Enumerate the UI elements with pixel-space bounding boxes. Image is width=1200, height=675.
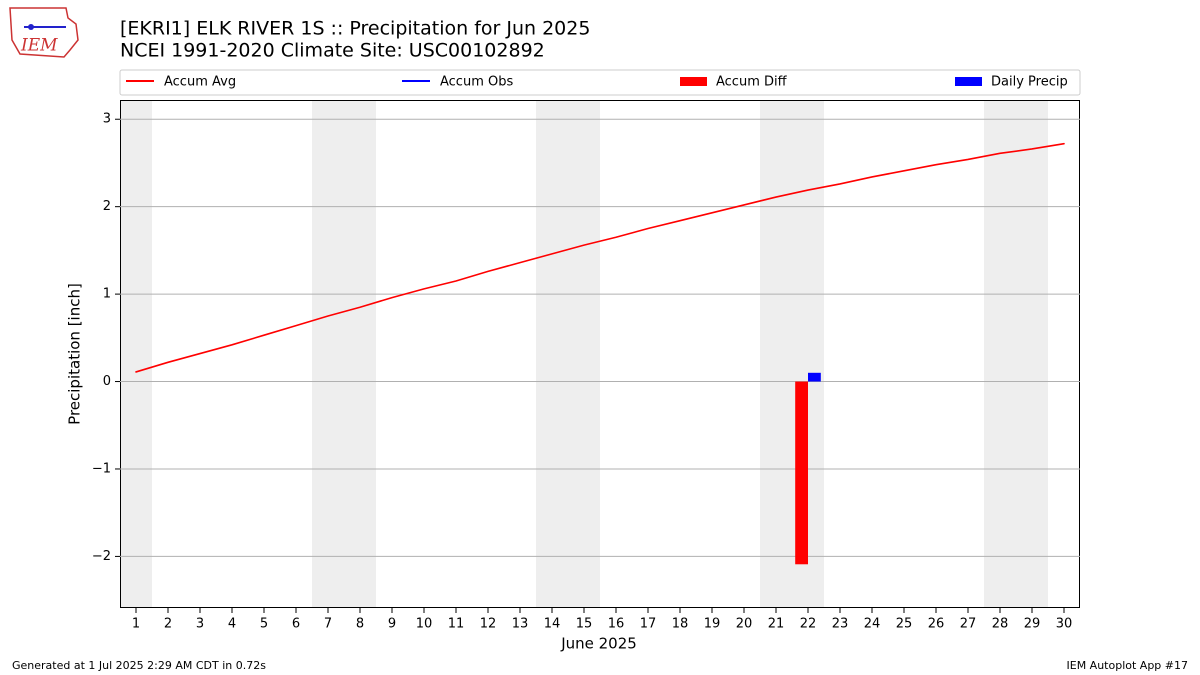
legend-label: Accum Obs [440, 75, 513, 90]
x-tick-label: 12 [480, 617, 497, 632]
x-tick-label: 22 [800, 617, 817, 632]
y-axis-label: Precipitation [inch] [66, 283, 84, 425]
footer-right: IEM Autoplot App #17 [1067, 659, 1189, 672]
weekend-band [120, 100, 152, 608]
x-tick-label: 17 [640, 617, 657, 632]
bar [808, 372, 821, 382]
logo-dot [28, 24, 34, 30]
x-tick-label: 6 [292, 617, 300, 632]
chart-subtitle: NCEI 1991-2020 Climate Site: USC00102892 [120, 40, 545, 62]
legend-swatch [955, 77, 982, 86]
y-tick-label: −2 [92, 549, 111, 564]
x-tick-label: 3 [196, 617, 204, 632]
plot-frame [120, 100, 1080, 608]
x-tick-label: 19 [704, 617, 721, 632]
x-tick-label: 8 [356, 617, 364, 632]
footer-left: Generated at 1 Jul 2025 2:29 AM CDT in 0… [12, 659, 266, 672]
bar [795, 381, 808, 565]
x-tick-label: 28 [992, 617, 1009, 632]
x-tick-label: 1 [132, 617, 140, 632]
logo: IEM [9, 7, 79, 58]
y-tick-label: 1 [103, 287, 111, 302]
y-tick-label: 0 [103, 374, 111, 389]
weekend-band [984, 100, 1048, 608]
legend-label: Accum Diff [716, 75, 788, 90]
x-tick-label: 9 [388, 617, 396, 632]
y-tick-label: 3 [103, 112, 111, 127]
x-tick-label: 25 [896, 617, 913, 632]
weekend-band [536, 100, 600, 608]
x-tick-label: 15 [576, 617, 593, 632]
y-tick-label: 2 [103, 199, 111, 214]
x-tick-label: 10 [416, 617, 433, 632]
y-tick-label: −1 [92, 461, 111, 476]
series-line [135, 142, 1065, 373]
legend-swatch [680, 77, 707, 86]
x-tick-label: 26 [928, 617, 945, 632]
x-tick-label: 30 [1056, 617, 1073, 632]
x-tick-label: 29 [1024, 617, 1041, 632]
logo-outline [9, 7, 79, 58]
x-tick-label: 24 [864, 617, 881, 632]
x-tick-label: 11 [448, 617, 465, 632]
x-axis-label: June 2025 [560, 635, 637, 653]
x-tick-label: 7 [324, 617, 332, 632]
weekend-shading [120, 100, 1048, 608]
x-tick-label: 2 [164, 617, 172, 632]
legend-box [119, 69, 1081, 96]
legend-label: Daily Precip [991, 75, 1068, 90]
x-tick-label: 18 [672, 617, 689, 632]
x-tick-label: 5 [260, 617, 268, 632]
x-tick-label: 14 [544, 617, 561, 632]
chart-title: [EKRI1] ELK RIVER 1S :: Precipitation fo… [120, 18, 590, 40]
x-tick-label: 13 [512, 617, 529, 632]
legend-label: Accum Avg [164, 75, 236, 90]
x-tick-label: 16 [608, 617, 625, 632]
x-tick-label: 4 [228, 617, 236, 632]
logo-text: IEM [20, 36, 58, 56]
weekend-band [312, 100, 376, 608]
x-tick-label: 27 [960, 617, 977, 632]
x-tick-label: 23 [832, 617, 849, 632]
x-tick-label: 21 [768, 617, 785, 632]
x-tick-label: 20 [736, 617, 753, 632]
weekend-band [760, 100, 824, 608]
